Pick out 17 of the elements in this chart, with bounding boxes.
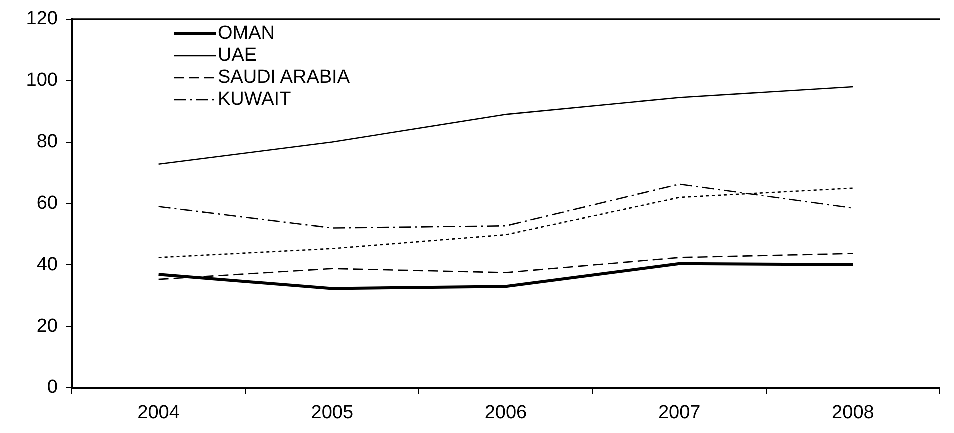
y-tick-label: 120 [26, 8, 58, 30]
legend-label: KUWAIT [218, 89, 292, 112]
y-tick-label: 100 [26, 70, 58, 92]
y-tick-label: 60 [36, 192, 58, 214]
x-tick-label: 2005 [311, 402, 354, 424]
x-tick-label: 2006 [484, 402, 528, 424]
x-tick-label: 2004 [138, 402, 180, 424]
y-tick-label: 80 [36, 132, 58, 152]
x-tick-label: 2008 [832, 402, 874, 424]
legend-label: SAUDI ARABIA [218, 67, 350, 90]
legend-label: OMAN [218, 23, 275, 46]
y-tick-label: 20 [36, 316, 58, 337]
legend-label: UAE [218, 45, 258, 68]
x-tick-label: 2007 [658, 402, 701, 424]
line-series [158, 188, 854, 258]
y-tick-label: 40 [36, 254, 58, 276]
y-tick-label: 0 [47, 377, 58, 398]
